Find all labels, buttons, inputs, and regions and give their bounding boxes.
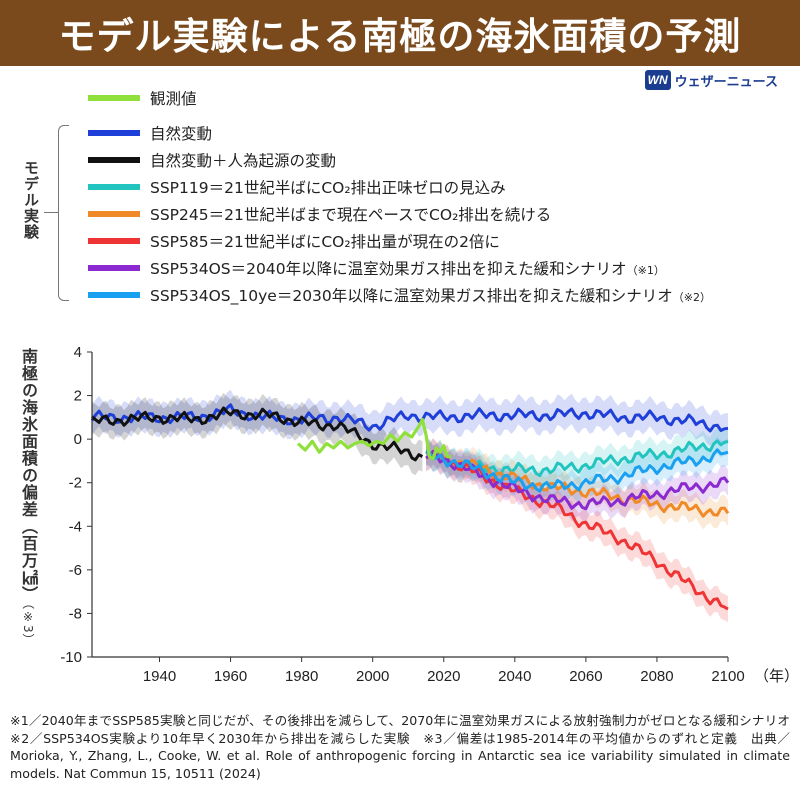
- legend-swatch: [88, 265, 140, 271]
- x-tick-label: 2040: [498, 668, 531, 685]
- legend-swatch-observed: [88, 95, 140, 101]
- x-tick-label: 1960: [214, 668, 247, 685]
- y-tick-label: 4: [74, 344, 82, 361]
- y-tick-label: 0: [74, 431, 82, 448]
- legend-swatch: [88, 157, 140, 163]
- series-line: [91, 406, 424, 462]
- series-line: [425, 449, 730, 511]
- y-tick-label: -6: [69, 562, 82, 579]
- legend-item: SSP585＝21世紀半ばにCO₂排出量が現在の2倍に: [88, 229, 500, 253]
- x-tick-label: 2020: [427, 668, 460, 685]
- y-axis-title: 南極の海氷面積の偏差（百万㎢）: [19, 348, 38, 603]
- x-axis-unit: （年）: [754, 667, 799, 685]
- legend: 観測値 モデル実験 自然変動 自然変動＋人為起源の変動 SSP119＝21世紀半…: [0, 0, 800, 320]
- x-tick-label: 1940: [143, 668, 176, 685]
- group-bracket-tick: [44, 212, 58, 213]
- legend-item: SSP119＝21世紀半ばにCO₂排出正味ゼロの見込み: [88, 175, 506, 199]
- x-tick-label: 2100: [711, 668, 744, 685]
- legend-label: SSP245＝21世紀半ばまで現在ペースでCO₂排出を続ける: [150, 206, 552, 224]
- sea-ice-chart: 4 2 0 -2 -4 -6 -8 -10 1940 1960 1980 2000 2020 2040 20…: [60, 344, 799, 685]
- legend-label: SSP534OS＝2040年以降に温室効果ガス排出を抑えた緩和シナリオ: [150, 260, 627, 278]
- footnote: ※1／2040年までSSP585実験と同じだが、その後排出を減らして、2070年…: [10, 713, 800, 781]
- y-axis-note: （※3）: [21, 603, 35, 647]
- legend-item-observed: 観測値: [88, 86, 197, 110]
- uncertainty-bands: [92, 389, 728, 623]
- x-tick-label: 1980: [285, 668, 318, 685]
- legend-label: SSP585＝21世紀半ばにCO₂排出量が現在の2倍に: [150, 233, 500, 251]
- series-line: [425, 448, 729, 493]
- legend-label: SSP534OS_10ye＝2030年以降に温室効果ガス排出を抑えた緩和シナリオ: [150, 287, 673, 305]
- x-tick-label: 2000: [356, 668, 389, 685]
- legend-item: SSP534OS＝2040年以降に温室効果ガス排出を抑えた緩和シナリオ（※1）: [88, 256, 665, 280]
- legend-item: SSP245＝21世紀半ばまで現在ペースでCO₂排出を続ける: [88, 202, 551, 226]
- x-tick-label: 2060: [569, 668, 602, 685]
- uncertainty-band: [426, 438, 728, 530]
- axes: 4 2 0 -2 -4 -6 -8 -10 1940 1960 1980 2000 2020 2040 20…: [60, 344, 799, 685]
- series-lines: [90, 403, 730, 611]
- legend-label-observed: 観測値: [150, 90, 197, 108]
- group-bracket: [58, 125, 69, 301]
- legend-swatch: [88, 238, 140, 244]
- series-line: [90, 403, 729, 433]
- brand-name: ウェザーニュース: [674, 74, 778, 90]
- legend-label: 自然変動＋人為起源の変動: [150, 152, 337, 170]
- x-tick-label: 2080: [640, 668, 673, 685]
- y-tick-label: -2: [69, 475, 82, 492]
- weathernews-logo-icon: WN: [644, 70, 671, 90]
- y-tick-label: -10: [60, 649, 82, 666]
- legend-label: SSP119＝21世紀半ばにCO₂排出正味ゼロの見込み: [150, 179, 506, 197]
- page-title: モデル実験による南極の海氷面積の予測: [58, 15, 742, 58]
- legend-item: 自然変動: [88, 121, 212, 145]
- brand-logo: WN ウェザーニュース: [644, 70, 778, 90]
- y-axis-label: 南極の海氷面積の偏差（百万㎢）（※3）: [14, 348, 40, 647]
- legend-swatch: [88, 292, 140, 298]
- title-banner: モデル実験による南極の海氷面積の予測: [0, 0, 800, 66]
- legend-item: SSP534OS_10ye＝2030年以降に温室効果ガス排出を抑えた緩和シナリオ…: [88, 283, 711, 307]
- uncertainty-band: [92, 392, 423, 476]
- legend-swatch: [88, 211, 140, 217]
- y-tick-label: 2: [74, 388, 82, 405]
- y-tick-label: -8: [69, 605, 82, 622]
- legend-note: （※1）: [626, 264, 665, 277]
- legend-swatch: [88, 184, 140, 190]
- legend-swatch: [88, 130, 140, 136]
- legend-note: （※2）: [672, 291, 711, 304]
- legend-item: 自然変動＋人為起源の変動: [88, 148, 336, 172]
- model-group-label: モデル実験: [22, 160, 40, 240]
- legend-label: 自然変動: [150, 125, 213, 143]
- uncertainty-band: [426, 438, 728, 522]
- series-line: [297, 417, 451, 461]
- y-tick-label: -4: [69, 518, 82, 535]
